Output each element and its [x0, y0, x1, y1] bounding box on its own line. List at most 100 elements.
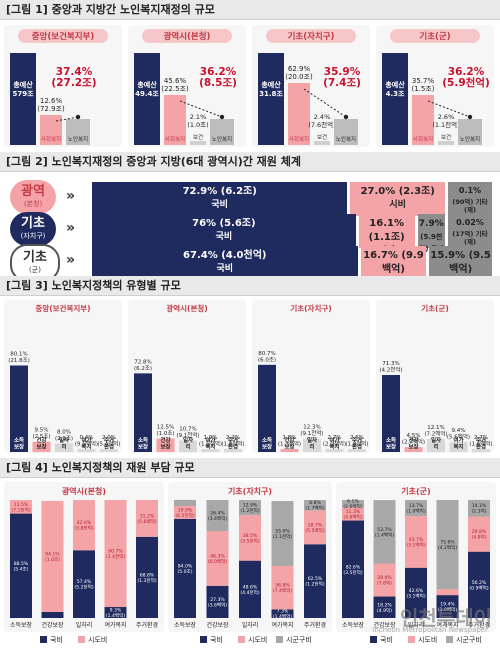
fig4-seg-label-2-1-2: 53.7% (1.4백억): [375, 527, 395, 539]
fig4-seg-2-3-2: [436, 500, 459, 590]
segment-value: 27.0% (2.3조): [360, 186, 435, 197]
fig4-seg-1-1-0: [206, 585, 229, 618]
fig4-seg-1-4-1: [304, 510, 326, 545]
fig4-seg-label-2-1-0: 18.2% (4.9억): [377, 602, 392, 614]
row-badge-sub-0: (본청): [23, 200, 43, 208]
health-label-2: 보건: [317, 134, 327, 141]
fig4-seg-label-0-1-1: 94.1% (1.0조): [45, 551, 60, 563]
fig4-seg-label-1-1-0: 27.3% (3.6백억): [208, 597, 228, 609]
fig3-category-1-1: 건강 보장: [160, 436, 170, 451]
fig4-seg-label-1-0-0: 84.0% (5.0조): [177, 563, 192, 575]
fig3-value-label-2-0: 80.7% (6.0조): [258, 351, 276, 364]
fig4-legend-swatch-1-1: [238, 636, 245, 643]
fig4-seg-label-1-3-0: 7.3% (1.4백억): [273, 609, 293, 621]
fig4-seg-label-1-3-2: 55.0% (1.1천억): [273, 529, 293, 541]
fig3-bar-2-3: [325, 449, 344, 452]
segment-value: 76% (5.6조): [192, 218, 256, 229]
segment-label: 국비: [211, 200, 228, 210]
total-budget-bar-1: [134, 53, 160, 145]
connector-line-3: [427, 100, 471, 118]
fig4-seg-label-0-0-0: 88.5% (5.4조): [13, 561, 28, 573]
fig3-value-label-1-0: 72.8% (6.2조): [134, 359, 152, 372]
fig4-seg-2-1-2: [373, 500, 396, 564]
fig4-seg-0-2-1: [73, 500, 95, 551]
fig4-category-2-0: 소득보장: [342, 621, 365, 629]
fig4-seg-label-1-1-1: 46.3% (6.0백억): [208, 553, 228, 565]
social-welfare-share-3: 35.7% (1.5조): [411, 77, 434, 93]
fig3-value-label-0-3: 0.4% (9.5백억): [75, 435, 98, 448]
row-badge-sub-2: (군): [29, 266, 41, 274]
fig4-category-1-3: 여가복지: [271, 621, 293, 629]
total-budget-label-3: 총예산 4.3조: [385, 80, 405, 98]
fig4-seg-label-0-3-1: 90.7% (1.4천억): [106, 549, 126, 561]
fig4-seg-2-4-0: [468, 551, 490, 618]
social-welfare-share-0: 12.6% (72.9조): [37, 97, 65, 113]
fig4-legend-label-2-1: 시도비: [418, 635, 437, 644]
social-welfare-label-1: 사회복지: [165, 135, 185, 143]
fig4-seg-2-0-2: [342, 500, 364, 508]
fig4-seg-label-1-4-2: 8.8% (1.7백억): [305, 500, 325, 512]
fig3-category-1-4: 주거 환경: [228, 436, 238, 451]
health-share-2: 2.4% (7.6천억): [308, 113, 335, 129]
panel-header-1: 광역시(본청): [164, 31, 211, 42]
elderly-welfare-share-1: 36.2% (8.5조): [199, 66, 237, 89]
elderly-welfare-label-0: 노인복지: [68, 135, 88, 143]
fig4-panel-header-0: 광역시(본청): [62, 486, 106, 496]
funding-segment-2-2: 15.9% (9.5백억)구비: [429, 246, 492, 288]
figure-1: [그림 1] 중앙과 지방간 노인복지재정의 규모 중앙(보건복지부) 총예산 57…: [0, 0, 500, 150]
fig4-seg-label-0-3-0: 9.3% (1.4백억): [106, 608, 126, 620]
fig3-bar-3-2: [427, 438, 445, 452]
fig3-panel-header-2: 기초(자치구): [290, 303, 331, 313]
fig4-seg-label-1-1-2: 26.4% (3.4백억): [208, 511, 228, 523]
segment-value: 0.1%: [458, 186, 482, 195]
fig4-seg-label-2-4-1: 29.8% (4.8억): [471, 529, 486, 541]
fig3-panel-header-1: 광역시(본청): [166, 303, 207, 313]
fig4-category-1-0: 소득보장: [174, 621, 197, 629]
fig4-seg-label-2-3-0: 19.4% (1.0백억): [438, 602, 458, 614]
fig4-seg-2-2-0: [405, 567, 427, 618]
fig3-bar-1-2: [179, 440, 197, 452]
elderly-welfare-bar-3: [458, 119, 482, 145]
funding-segment-0-1: 27.0% (2.3조) 시비: [350, 182, 445, 216]
fig4-category-0-1: 건강보장: [41, 621, 64, 629]
social-welfare-bar-2: [288, 83, 310, 145]
social-welfare-label-0: 사회복지: [41, 135, 61, 143]
fig4-seg-label-2-0-2: 6.1% (2.6백억): [343, 499, 363, 511]
fig3-value-label-3-3: 9.4% (5.6백억): [447, 428, 470, 441]
fig3-category-3-3: 여가 복지: [453, 436, 463, 451]
fig3-value-label-0-1: 9.5% (2.5조): [32, 428, 50, 441]
elderly-welfare-share-3: 36.2% (5.9천억): [442, 66, 490, 89]
row-badge-name-2: 기초: [23, 250, 47, 265]
fig4-seg-label-1-0-1: 10.9% (6.5천억): [175, 507, 195, 518]
fig4-seg-2-0-1: [342, 507, 364, 521]
fig4-seg-2-1-1: [373, 563, 396, 597]
segment-value: 7.9%: [418, 219, 444, 229]
health-share-3: 2.6% (1.1천억): [432, 113, 459, 129]
fig4-seg-label-0-4-0: 68.8% (1.3천억): [137, 572, 157, 584]
fig3-value-label-3-2: 12.1% (7.2백억): [424, 425, 447, 438]
fig3-panel-header-0: 중앙(보건복지부): [35, 303, 90, 313]
segment-label: 국비: [215, 232, 233, 242]
total-budget-label-0: 총예산 579조: [12, 80, 34, 98]
fig3-value-label-2-3: 2.7% (2.0천억): [323, 435, 346, 448]
fig4-seg-label-1-2-1: 38.5% (3.5천억): [240, 533, 260, 545]
funding-segment-1-0: 76% (5.6조) 국비: [92, 214, 356, 248]
fig4-legend-swatch-2-0: [370, 636, 377, 643]
row-badge-2: 기초 (군): [10, 244, 60, 282]
fig4-seg-label-0-0-1: 11.5% (7.1천억): [11, 502, 31, 513]
social-welfare-label-2: 사회복지: [289, 135, 309, 143]
fig3-panel-bg-2: [252, 300, 370, 453]
fig4-seg-0-0-1: [10, 500, 32, 514]
fig3-bar-3-1: [404, 447, 423, 452]
fig3-value-label-2-2: 12.3% (9.1천억): [300, 425, 323, 438]
fig4-legend-swatch-2-2: [446, 636, 453, 643]
fig3-value-label-3-1: 4.5% (2.7백억): [402, 433, 425, 446]
segment-value: 72.9% (6.2조): [182, 186, 257, 197]
fig4-seg-label-1-4-0: 62.5% (1.2천억): [305, 576, 325, 588]
fig4-seg-1-2-2: [239, 500, 261, 516]
fig3-category-2-3: 여가 복지: [329, 436, 339, 451]
fig4-seg-label-0-2-0: 57.4% (5.2천억): [74, 579, 94, 591]
fig4-seg-1-0-0: [174, 518, 196, 618]
fig3-bar-2-4: [348, 449, 366, 452]
